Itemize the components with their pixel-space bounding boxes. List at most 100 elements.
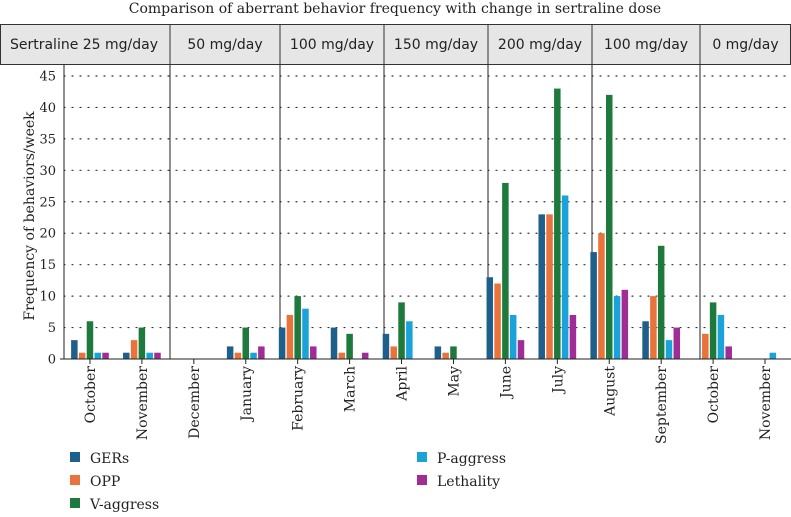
dose-header-background xyxy=(0,24,791,65)
legend-swatch xyxy=(417,475,427,485)
legend-swatch xyxy=(70,452,80,462)
y-tick-labels: 0 5 10 15 20 25 30 35 40 45 xyxy=(39,70,56,368)
bar xyxy=(709,302,717,359)
dose-header-band: Sertraline 25 mg/day 50 mg/day 100 mg/day 1… xyxy=(0,24,791,65)
legend: GERs OPP V-aggress P-aggress Lethality xyxy=(70,451,506,513)
dose-label: 100 mg/day xyxy=(604,37,688,53)
y-tick-label: 15 xyxy=(39,258,56,273)
y-tick-label: 5 xyxy=(48,321,56,336)
y-tick-label: 30 xyxy=(39,164,56,179)
bar xyxy=(302,308,309,359)
bar xyxy=(102,352,109,359)
legend-swatch xyxy=(70,498,80,508)
x-tick-label: August xyxy=(602,366,618,417)
x-tick-label: October xyxy=(706,366,722,424)
x-tick-label: May xyxy=(446,366,462,397)
dose-label: 200 mg/day xyxy=(498,37,582,53)
bar xyxy=(450,346,457,359)
bar xyxy=(569,314,577,359)
bar xyxy=(442,352,449,359)
bar xyxy=(673,327,681,359)
legend-label: V-aggress xyxy=(89,497,159,513)
bar xyxy=(294,296,301,359)
legend-label: OPP xyxy=(90,474,120,490)
bar xyxy=(613,296,621,359)
bar xyxy=(286,314,294,359)
y-tick-label: 20 xyxy=(39,227,56,242)
bar xyxy=(598,233,605,359)
bar xyxy=(434,346,442,359)
bar xyxy=(338,352,346,359)
bar xyxy=(406,321,413,359)
y-tick-label: 25 xyxy=(39,195,56,210)
bar xyxy=(546,214,553,359)
dose-label: Sertraline 25 mg/day xyxy=(10,37,158,53)
bar xyxy=(554,88,561,359)
x-tick-label: February xyxy=(291,366,307,431)
bar xyxy=(146,352,153,359)
bar xyxy=(382,333,390,359)
bar xyxy=(94,352,102,359)
y-tick-label: 0 xyxy=(48,353,56,368)
x-tick-label: December xyxy=(187,366,203,439)
legend-swatch xyxy=(70,475,80,485)
bar xyxy=(138,327,146,359)
bar xyxy=(717,314,725,359)
y-tick-label: 10 xyxy=(39,290,56,305)
dose-label: 50 mg/day xyxy=(187,37,262,53)
bar xyxy=(725,346,732,359)
bar xyxy=(390,346,397,359)
bar xyxy=(502,182,509,359)
dose-label: 150 mg/day xyxy=(394,37,478,53)
bar xyxy=(226,346,234,359)
bar xyxy=(86,321,94,359)
dose-label: 0 mg/day xyxy=(712,37,778,53)
bar xyxy=(78,352,86,359)
legend-label: P-aggress xyxy=(437,451,506,467)
y-tick-label: 45 xyxy=(39,70,56,85)
bar xyxy=(561,195,569,359)
axes xyxy=(60,64,791,364)
legend-label: GERs xyxy=(90,451,129,467)
bar xyxy=(517,340,525,359)
bar xyxy=(123,352,130,359)
bar xyxy=(250,352,257,359)
dose-label: 100 mg/day xyxy=(290,37,374,53)
x-tick-label: September xyxy=(654,366,670,444)
x-tick-label: November xyxy=(758,366,774,440)
x-tick-label: October xyxy=(83,366,99,424)
bars xyxy=(71,88,777,360)
y-axis-label: Frequency of behaviors/week xyxy=(22,111,38,321)
bar xyxy=(590,252,597,359)
bar xyxy=(642,321,649,359)
bar xyxy=(657,245,665,359)
y-gridlines xyxy=(63,75,791,329)
x-tick-label: April xyxy=(395,365,411,401)
x-tick-labels: October November December January February Ma… xyxy=(83,365,774,443)
x-tick-label: November xyxy=(135,366,151,440)
legend-label: Lethality xyxy=(437,474,500,490)
bar xyxy=(330,327,338,359)
bar xyxy=(621,289,629,359)
bar xyxy=(346,333,353,359)
chart-title: Comparison of aberrant behavior frequenc… xyxy=(129,1,661,17)
bar xyxy=(258,346,265,359)
x-tick-label: March xyxy=(343,366,359,412)
bar xyxy=(310,346,317,359)
bar xyxy=(398,302,405,359)
bar xyxy=(130,340,138,359)
bar xyxy=(278,327,286,359)
x-tick-label: July xyxy=(550,366,566,395)
bar xyxy=(509,314,517,359)
bar xyxy=(486,277,494,359)
y-tick-label: 35 xyxy=(39,132,56,147)
legend-swatch xyxy=(417,452,427,462)
bar xyxy=(361,352,369,359)
bar xyxy=(154,352,161,359)
bar xyxy=(769,352,777,359)
bar xyxy=(606,94,613,360)
bar xyxy=(234,352,242,359)
bar xyxy=(702,333,709,359)
bar xyxy=(494,283,501,359)
